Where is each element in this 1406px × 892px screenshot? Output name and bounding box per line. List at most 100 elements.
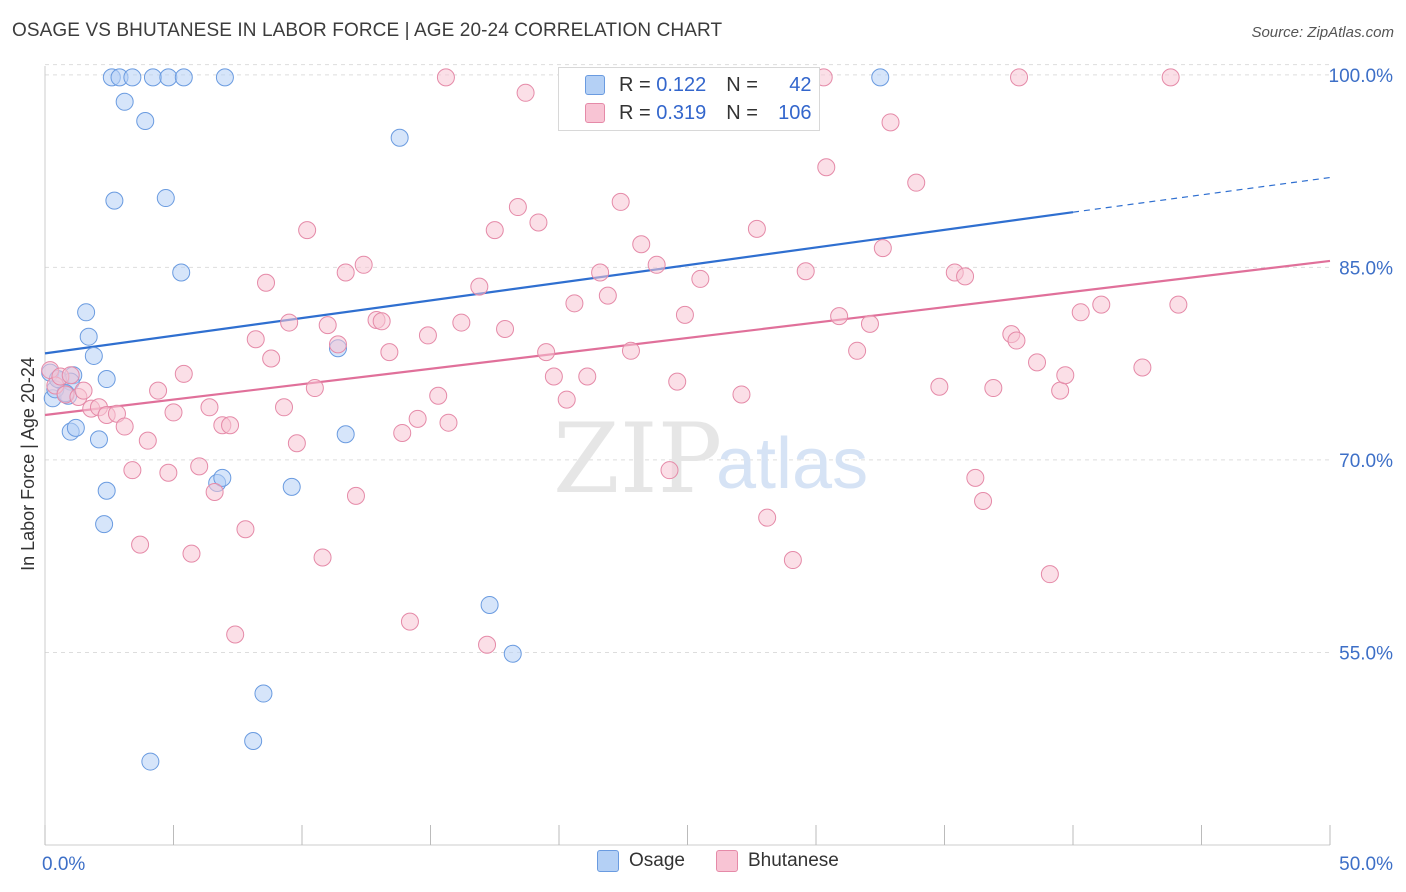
data-point-bhutanese (478, 635, 497, 654)
data-point-bhutanese (246, 330, 265, 349)
legend-r-label: R = (619, 101, 651, 124)
data-point-osage (77, 303, 96, 322)
data-point-bhutanese (1092, 295, 1111, 314)
y-axis-label: In Labor Force | Age 20-24 (18, 357, 38, 571)
data-point-bhutanese (298, 221, 317, 240)
data-point-bhutanese (305, 379, 324, 398)
data-point-bhutanese (280, 313, 299, 332)
data-points (41, 68, 1188, 771)
data-point-bhutanese (313, 548, 332, 567)
trend-line-osage (44, 211, 1074, 355)
x-tick-label: 50.0% (1339, 854, 1393, 875)
data-point-bhutanese (537, 343, 556, 362)
watermark-atlas: atlas (716, 424, 868, 504)
data-point-bhutanese (691, 269, 710, 288)
data-point-osage (172, 263, 191, 282)
data-point-bhutanese (115, 417, 134, 436)
data-point-osage (66, 418, 85, 437)
y-tick-label: 85.0% (1339, 258, 1393, 279)
data-point-bhutanese (470, 277, 489, 296)
legend-n-label: N = (726, 73, 758, 96)
data-point-bhutanese (190, 457, 209, 476)
watermark-zip: ZIP (553, 403, 722, 515)
data-point-osage (136, 112, 155, 131)
correlation-legend: R = 0.122 N = 42 R = 0.319 N = 106 (558, 67, 820, 131)
data-point-bhutanese (336, 263, 355, 282)
data-point-bhutanese (1040, 565, 1059, 584)
tick-labels: 55.0% 70.0% 85.0% 100.0% 0.0% 50.0% (42, 66, 1393, 875)
data-point-bhutanese (860, 314, 879, 333)
data-point-bhutanese (346, 486, 365, 505)
data-point-bhutanese (974, 491, 993, 510)
data-point-bhutanese (159, 463, 178, 482)
data-point-osage (503, 644, 522, 663)
data-point-bhutanese (907, 173, 926, 192)
data-point-bhutanese (881, 113, 900, 132)
data-point-bhutanese (236, 520, 255, 539)
data-point-osage (105, 191, 124, 210)
data-point-bhutanese (123, 461, 142, 480)
data-point-osage (141, 752, 160, 771)
data-point-osage (84, 346, 103, 365)
y-tick-label: 70.0% (1339, 451, 1393, 472)
source-label: Source: ZipAtlas.com (1251, 24, 1394, 41)
x-tick-label: 0.0% (42, 854, 85, 875)
data-point-bhutanese (668, 372, 687, 391)
data-point-bhutanese (544, 367, 563, 386)
data-point-osage (871, 68, 890, 87)
data-point-bhutanese (221, 416, 240, 435)
data-point-bhutanese (1028, 353, 1047, 372)
data-point-bhutanese (783, 551, 802, 570)
data-point-bhutanese (262, 349, 281, 368)
data-point-bhutanese (138, 431, 157, 450)
data-point-bhutanese (182, 544, 201, 563)
data-point-bhutanese (328, 335, 347, 354)
legend-n-label: N = (726, 101, 758, 124)
data-point-osage (89, 430, 108, 449)
data-point-osage (213, 468, 232, 487)
data-point-bhutanese (61, 366, 80, 385)
data-point-bhutanese (174, 364, 193, 383)
data-point-bhutanese (452, 313, 471, 332)
series-legend-label-osage: Osage (629, 850, 685, 871)
data-point-osage (143, 68, 162, 87)
chart-title: OSAGE VS BHUTANESE IN LABOR FORCE | AGE … (12, 20, 723, 41)
data-point-bhutanese (1056, 366, 1075, 385)
y-tick-label: 55.0% (1339, 643, 1393, 664)
data-point-bhutanese (758, 508, 777, 527)
data-point-bhutanese (660, 461, 679, 480)
data-point-bhutanese (956, 267, 975, 286)
data-point-bhutanese (418, 326, 437, 345)
data-point-bhutanese (318, 316, 337, 335)
data-point-bhutanese (817, 158, 836, 177)
data-point-bhutanese (1161, 68, 1180, 87)
data-point-bhutanese (226, 625, 245, 644)
data-point-bhutanese (578, 367, 597, 386)
data-point-bhutanese (565, 294, 584, 313)
legend-row-bhutanese: R = 0.319 N = 106 (585, 99, 812, 127)
data-point-osage (215, 68, 234, 87)
data-point-bhutanese (557, 390, 576, 409)
data-point-bhutanese (205, 483, 224, 502)
data-point-bhutanese (529, 213, 548, 232)
data-point-bhutanese (257, 273, 276, 292)
data-point-bhutanese (621, 341, 640, 360)
data-point-bhutanese (647, 255, 666, 274)
data-point-bhutanese (966, 468, 985, 487)
data-point-bhutanese (873, 239, 892, 258)
data-point-bhutanese (1051, 381, 1070, 400)
data-point-bhutanese (984, 379, 1003, 398)
data-point-osage (123, 68, 142, 87)
data-point-bhutanese (598, 286, 617, 305)
data-point-bhutanese (372, 312, 391, 331)
data-point-bhutanese (485, 221, 504, 240)
trend-lines (44, 176, 1331, 417)
grid-lines (45, 64, 1330, 653)
legend-n-value-osage: 42 (789, 73, 812, 96)
data-point-osage (79, 327, 98, 346)
data-point-bhutanese (632, 235, 651, 254)
data-point-bhutanese (400, 612, 419, 631)
data-point-osage (390, 128, 409, 147)
legend-swatch-osage (585, 75, 605, 95)
